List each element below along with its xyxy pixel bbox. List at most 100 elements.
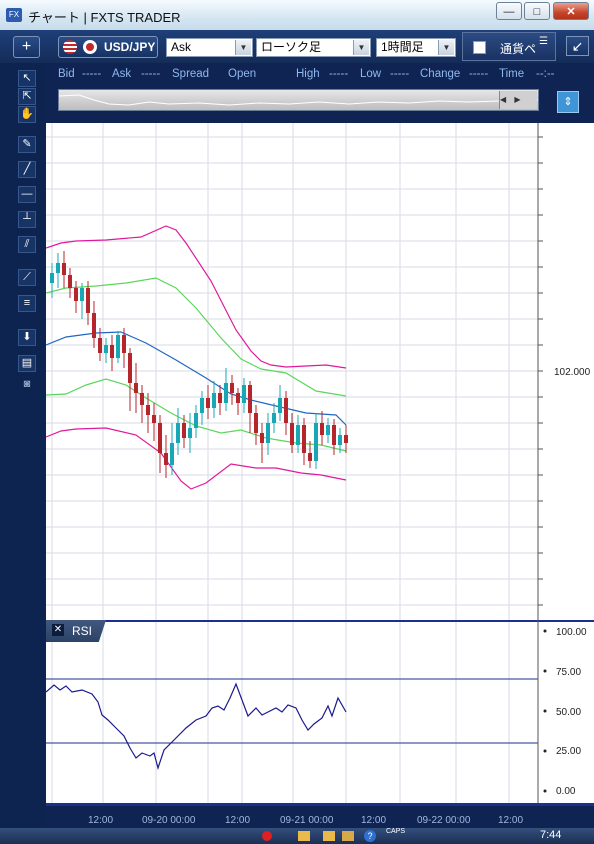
rsi-tick-50: 50.00 bbox=[556, 707, 582, 718]
vertical-line-icon[interactable]: ┴ bbox=[18, 211, 36, 228]
bollinger-upper-band bbox=[46, 225, 347, 369]
change-label: Change bbox=[420, 68, 461, 80]
chevron-left-icon[interactable]: ◀ bbox=[500, 95, 507, 104]
candle-body bbox=[194, 413, 198, 428]
rsi-canvas bbox=[46, 620, 594, 803]
alert-icon[interactable] bbox=[262, 831, 272, 841]
candle-body bbox=[62, 263, 66, 275]
candle-body bbox=[302, 425, 306, 453]
maximize-button[interactable]: □ bbox=[524, 2, 550, 20]
minimize-button[interactable]: — bbox=[496, 2, 522, 20]
timeframe-select[interactable]: 1時間足 ▼ bbox=[376, 38, 456, 57]
candle-body bbox=[344, 435, 348, 443]
overview-navigator[interactable]: ◀ ▶ bbox=[58, 89, 539, 111]
candle-body bbox=[266, 423, 270, 443]
overview-sparkline bbox=[59, 94, 538, 106]
change-value: ----- bbox=[469, 68, 489, 80]
candle-body bbox=[254, 413, 258, 433]
clock: 7:44 bbox=[540, 829, 562, 841]
candle-body bbox=[338, 435, 342, 445]
help-icon[interactable]: ? bbox=[364, 830, 376, 842]
package-icon[interactable] bbox=[342, 831, 354, 841]
candle-body bbox=[74, 288, 78, 301]
bid-label: Bid bbox=[58, 68, 75, 80]
close-button[interactable]: ✕ bbox=[553, 2, 589, 20]
candle-body bbox=[206, 398, 210, 408]
folder-icon[interactable] bbox=[323, 831, 335, 841]
symbol-button[interactable]: USD/JPY bbox=[58, 36, 158, 58]
chevron-down-icon: ▼ bbox=[438, 40, 454, 55]
rsi-tick-0: 0.00 bbox=[556, 786, 576, 797]
price-axis-label: 102.000 bbox=[554, 367, 591, 378]
candle-body bbox=[314, 423, 318, 461]
candle-body bbox=[296, 425, 300, 445]
time-tick: 09-22 00:00 bbox=[417, 815, 471, 826]
candle-body bbox=[50, 273, 54, 283]
undock-arrow-icon[interactable]: ↙ bbox=[566, 36, 589, 56]
time-tick: 12:00 bbox=[88, 815, 114, 826]
chevron-right-icon[interactable]: ▶ bbox=[514, 95, 521, 104]
chart-toolbar: + USD/JPY Ask ▼ ローソク足 ▼ 1時間足 ▼ 通貨ペ ☰ ↙ bbox=[0, 30, 594, 63]
ask-label: Ask bbox=[112, 68, 132, 80]
title-bar: FX チャート | FXTS TRADER — □ ✕ bbox=[0, 0, 594, 31]
zoom-pointer-icon[interactable]: ⇱ bbox=[18, 88, 36, 105]
chart-type-select[interactable]: ローソク足 ▼ bbox=[256, 38, 371, 57]
rsi-line bbox=[46, 682, 347, 771]
candle-body bbox=[158, 423, 162, 453]
time-tick: 09-20 00:00 bbox=[142, 815, 196, 826]
rsi-panel[interactable]: 100.00 75.00 50.00 25.00 0.00 bbox=[46, 620, 594, 803]
candle-body bbox=[56, 263, 60, 273]
caps-indicator: CAPS bbox=[386, 828, 406, 835]
navigator-scroll-buttons[interactable]: ◀ ▶ bbox=[499, 91, 537, 109]
channel-icon[interactable]: ⫽ bbox=[18, 236, 36, 253]
trend-line-icon[interactable]: ╱ bbox=[18, 161, 36, 178]
list-icon[interactable]: ▤ bbox=[18, 355, 36, 372]
hand-icon[interactable]: ✋ bbox=[18, 106, 36, 123]
currency-strength-checkbox[interactable] bbox=[473, 41, 486, 54]
app-icon: FX bbox=[6, 8, 22, 22]
bid-value: ----- bbox=[82, 68, 102, 80]
rsi-tick-25: 25.00 bbox=[556, 746, 582, 757]
close-icon[interactable]: ✕ bbox=[52, 624, 64, 636]
candle-body bbox=[134, 383, 138, 393]
chart-settings-icon[interactable]: ⇕ bbox=[557, 91, 579, 113]
camera-icon[interactable]: ◙ bbox=[23, 378, 31, 390]
currency-strength-label: 通貨ペ bbox=[500, 42, 537, 56]
candle-body bbox=[242, 385, 246, 403]
folder-icon[interactable] bbox=[298, 831, 310, 841]
quote-row: Bid ----- Ask ----- Spread Open High ---… bbox=[46, 63, 594, 85]
horizontal-line-icon[interactable]: — bbox=[18, 186, 36, 203]
ask-value: ----- bbox=[141, 68, 161, 80]
candle-body bbox=[128, 353, 132, 383]
currency-strength-panel[interactable]: 通貨ペ ☰ bbox=[462, 32, 556, 61]
timeframe-value: 1時間足 bbox=[381, 40, 424, 54]
price-side-select[interactable]: Ask ▼ bbox=[166, 38, 253, 57]
menu-icon[interactable]: ☰ bbox=[539, 36, 548, 47]
candle-body bbox=[320, 423, 324, 435]
candle-body bbox=[170, 443, 174, 465]
time-tick: 12:00 bbox=[361, 815, 387, 826]
rsi-axis-dot bbox=[543, 669, 547, 673]
candle-body bbox=[176, 423, 180, 443]
pointer-icon[interactable]: ↖ bbox=[18, 70, 36, 87]
candle-body bbox=[230, 383, 234, 393]
rsi-tick-75: 75.00 bbox=[556, 667, 582, 678]
time-label: Time bbox=[499, 68, 525, 80]
price-chart[interactable]: 102.000 bbox=[46, 123, 594, 620]
candle-body bbox=[236, 393, 240, 403]
rsi-axis-dot bbox=[543, 629, 547, 633]
low-value: ----- bbox=[390, 68, 410, 80]
low-label: Low bbox=[360, 68, 382, 80]
candle-body bbox=[164, 453, 168, 465]
fibonacci-retracement-icon[interactable]: ≡ bbox=[18, 295, 36, 312]
new-chart-button[interactable]: + bbox=[13, 36, 40, 58]
candle-body bbox=[218, 393, 222, 403]
time-tick: 12:00 bbox=[225, 815, 251, 826]
download-icon[interactable]: ⬇ bbox=[18, 329, 36, 346]
pen-icon[interactable]: ✎ bbox=[18, 136, 36, 153]
fibonacci-icon[interactable]: ⟋ bbox=[18, 269, 36, 286]
symbol-label: USD/JPY bbox=[104, 40, 156, 54]
candle-body bbox=[290, 423, 294, 445]
candle-body bbox=[110, 345, 114, 358]
price-side-value: Ask bbox=[171, 40, 192, 54]
